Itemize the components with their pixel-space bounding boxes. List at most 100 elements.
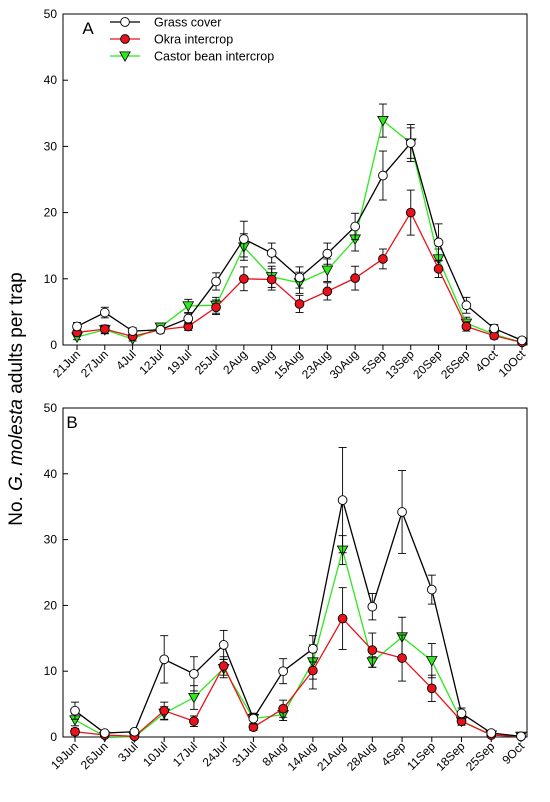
data-point [188, 692, 200, 704]
data-point [397, 507, 407, 517]
legend-entry: Castor bean intercrop [110, 50, 274, 64]
legend-marker [120, 17, 130, 27]
data-point [72, 321, 82, 332]
data-point [350, 221, 360, 232]
data-point [294, 272, 305, 283]
panel-b-xtick-label: 24Jul [200, 739, 230, 769]
data-point [218, 661, 229, 671]
y-axis-label: No. G. molesta adults per trap [6, 272, 27, 525]
panel-a-xtick-label: 15Aug [271, 347, 305, 381]
data-point [278, 703, 288, 714]
panel-a-xtick-label: 26Sep [438, 347, 473, 382]
panel-a-xtick-label: 4Jul [113, 347, 138, 372]
panel-a-xtick-label: 12Jul [136, 347, 166, 377]
panel-a-frame [62, 13, 528, 346]
data-point [266, 248, 277, 258]
data-point [183, 313, 194, 324]
panel-b-xtick-label: 25Sep [463, 739, 498, 774]
panel-a-xtick-label: 19Jul [164, 347, 194, 377]
panel-b-ytick-label: 30 [44, 533, 58, 547]
data-point [99, 728, 110, 738]
data-point [433, 264, 444, 274]
data-point [155, 324, 166, 335]
data-point [70, 726, 80, 737]
data-point [426, 584, 437, 595]
data-point [367, 645, 378, 655]
panel-a-xtick-label: 21Jun [50, 347, 83, 380]
series-line [74, 499, 522, 737]
data-point [159, 705, 170, 716]
panel-b-xtick-label: 17Jul [170, 739, 200, 769]
data-point [337, 613, 348, 624]
legend: Grass cover Okra intercrop Castor bean int… [110, 16, 274, 64]
data-point [378, 170, 388, 181]
data-point [425, 656, 438, 667]
data-point [486, 728, 497, 738]
data-point [489, 323, 500, 334]
data-point [266, 274, 277, 285]
legend-marker [119, 51, 131, 63]
data-point [321, 265, 334, 277]
data-point [433, 237, 444, 248]
data-point [516, 731, 526, 742]
legend-label: Castor bean intercrop [154, 50, 274, 64]
data-point [378, 254, 388, 264]
legend-entry: Okra intercrop [110, 33, 233, 47]
panel-b-frame [62, 407, 528, 738]
data-point [397, 653, 407, 663]
panel-b-ytick-label: 50 [44, 401, 58, 415]
panel-b-xtick-label: 21Aug [314, 739, 348, 773]
data-point [308, 643, 318, 654]
panel-a-xtick-label: 2Aug [220, 347, 250, 377]
data-point [350, 273, 360, 283]
data-point [322, 286, 333, 297]
data-point [322, 248, 333, 259]
data-point [211, 276, 221, 287]
panel-a-xtick-label: 13Sep [382, 347, 417, 382]
data-point [278, 666, 288, 677]
panel-b-xtick-label: 28Aug [344, 739, 378, 773]
series-line [74, 547, 522, 738]
data-point [99, 307, 110, 318]
panel-b-xtick-label: 3Jul [115, 739, 140, 764]
data-point [405, 138, 416, 148]
data-point [70, 705, 80, 716]
data-point [426, 683, 437, 694]
data-point [189, 668, 199, 679]
data-point [517, 335, 527, 346]
data-point [218, 640, 229, 650]
panel-b-xtick-label: 18Sep [433, 739, 468, 774]
panel-a-xtick-label: 20Sep [410, 347, 445, 382]
data-point [308, 665, 318, 676]
data-point [99, 324, 110, 334]
panel-b-xtick-label: 9Oct [499, 739, 527, 767]
panel-a-letter: A [82, 19, 94, 38]
series-line [74, 617, 522, 738]
data-point [377, 116, 389, 127]
panel-b-letter: B [66, 413, 77, 432]
legend-entry: Grass cover [110, 16, 221, 30]
legend-label: Grass cover [154, 16, 221, 30]
panel-a-ytick-label: 10 [44, 272, 58, 286]
data-point [337, 495, 348, 505]
data-point [127, 326, 138, 336]
data-point [129, 726, 140, 737]
panel-a-ytick-label: 40 [44, 73, 58, 87]
panel-a-xtick-label: 30Aug [327, 347, 361, 381]
panel-b-xtick-label: 10Jul [140, 739, 170, 769]
legend-label: Okra intercrop [154, 33, 233, 47]
panel-b-ytick-label: 10 [44, 664, 58, 678]
panel-b-xtick-label: 14Aug [285, 739, 319, 773]
panel-b-ytick-label: 0 [50, 730, 57, 744]
panel-a-ytick-label: 30 [44, 139, 58, 153]
data-point [405, 207, 416, 218]
panel-b-xtick-label: 26Jun [78, 739, 111, 772]
panel-a-ytick-label: 20 [44, 206, 58, 220]
panel-a-ytick-label: 50 [44, 7, 58, 21]
panel-a-series-0 [72, 127, 527, 346]
data-point [461, 321, 472, 332]
